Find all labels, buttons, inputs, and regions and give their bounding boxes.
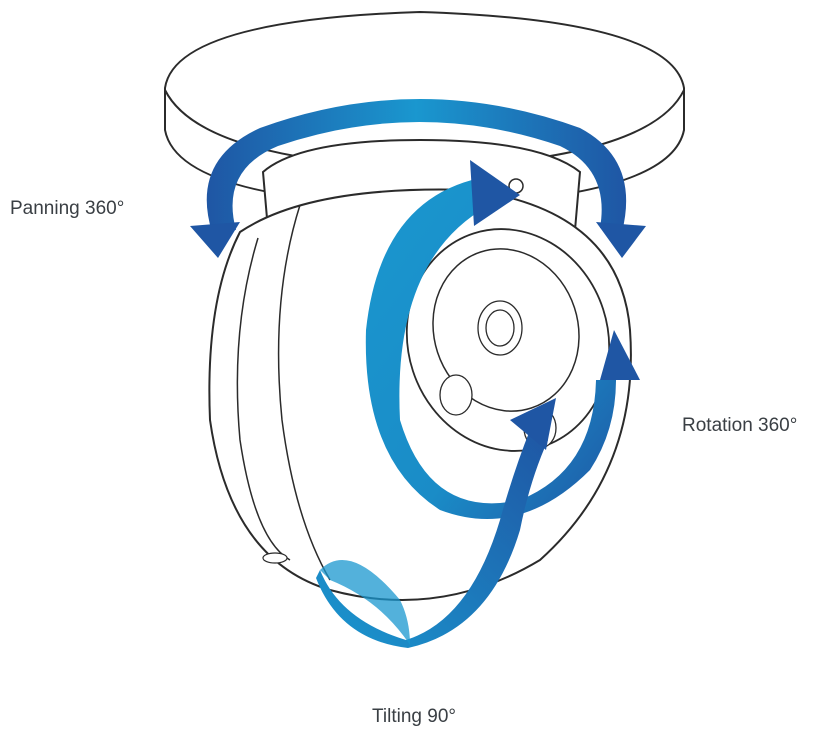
panning-label: Panning 360° [10,198,125,219]
rotation-arrow [365,160,640,519]
tilting-arrow [316,398,556,648]
panning-arrow [190,99,646,258]
tilting-label: Tilting 90° [372,706,456,727]
rotation-label: Rotation 360° [682,415,798,436]
